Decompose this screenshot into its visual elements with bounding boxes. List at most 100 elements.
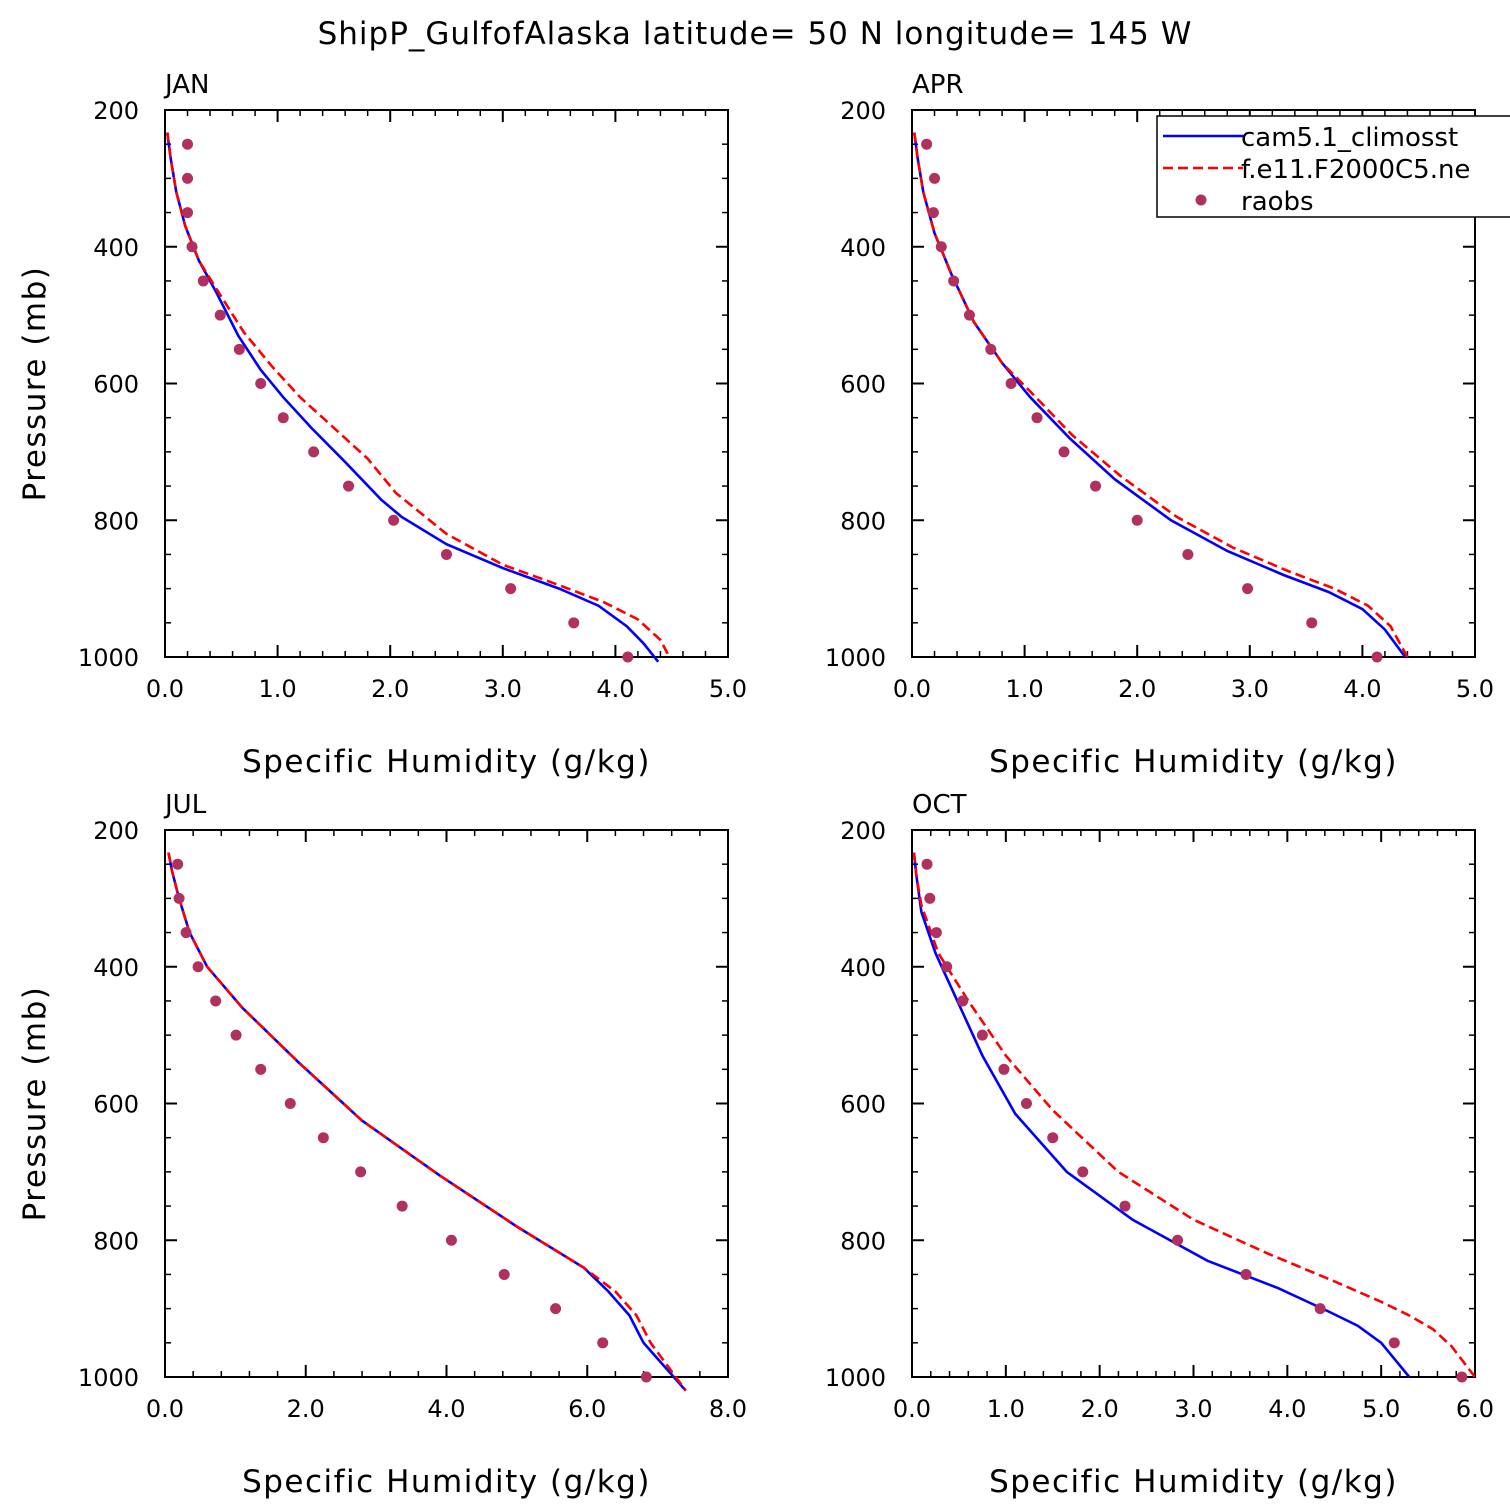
raobs-point [1182, 548, 1194, 560]
y-tick-label: 800 [93, 1227, 139, 1255]
raobs-point [1020, 1098, 1032, 1109]
model-line-dashed [166, 132, 671, 658]
x-tick-label: 0.0 [146, 675, 184, 703]
y-tick-label: 400 [93, 234, 139, 262]
raobs-point [1306, 617, 1318, 629]
panel-label: OCT [912, 790, 967, 820]
raobs-point [998, 1063, 1010, 1075]
raobs-point [1047, 1132, 1059, 1144]
raobs-point [255, 1063, 267, 1075]
raobs-point [498, 1268, 510, 1280]
y-tick-label: 1000 [78, 1364, 139, 1392]
raobs-point [957, 995, 969, 1007]
x-axis-label: Specific Humidity (g/kg) [242, 1464, 651, 1500]
x-tick-label: 3.0 [1231, 675, 1269, 703]
y-tick-label: 200 [840, 97, 886, 125]
raobs-point [172, 858, 184, 870]
y-tick-label: 400 [840, 234, 886, 262]
raobs-point [1058, 446, 1070, 458]
raobs-point [355, 1166, 367, 1178]
raobs-point [180, 927, 192, 939]
y-tick-label: 200 [93, 97, 139, 125]
raobs-point [277, 412, 289, 424]
x-tick-label: 4.0 [1343, 675, 1381, 703]
raobs-point [186, 241, 198, 253]
raobs-point [197, 275, 209, 287]
raobs-point [924, 892, 936, 904]
x-axis-label: Specific Humidity (g/kg) [989, 1464, 1398, 1500]
x-tick-label: 1.0 [987, 1395, 1025, 1423]
raobs-point [214, 309, 226, 321]
y-axis-label: Pressure (mb) [17, 986, 53, 1222]
model-line-solid [166, 132, 660, 663]
legend-label: raobs [1241, 187, 1314, 217]
model-line-solid [913, 132, 1407, 658]
y-tick-label: 1000 [825, 1364, 886, 1392]
raobs-point [445, 1234, 457, 1246]
y-tick-label: 1000 [825, 644, 886, 672]
x-tick-label: 4.0 [1268, 1395, 1306, 1423]
raobs-point [941, 961, 953, 973]
model-line-dashed [912, 852, 1475, 1378]
y-tick-label: 1000 [78, 644, 139, 672]
x-tick-label: 1.0 [1006, 675, 1044, 703]
raobs-point [1090, 480, 1102, 492]
raobs-point [505, 583, 517, 595]
y-tick-label: 400 [93, 954, 139, 982]
legend-marker [1195, 194, 1207, 206]
raobs-point [921, 138, 933, 150]
raobs-point [597, 1337, 609, 1349]
raobs-point [210, 995, 222, 1007]
x-tick-label: 4.0 [427, 1395, 465, 1423]
raobs-point [1242, 583, 1254, 595]
raobs-point [182, 138, 194, 150]
raobs-point [921, 858, 933, 870]
panel-apr: APR 0.0 1.0 2.0 3.0 4.0 5.0 200 400 600 800 1000 Spe… [825, 70, 1494, 780]
x-axis-label: Specific Humidity (g/kg) [242, 744, 651, 780]
raobs-point [308, 446, 320, 458]
y-axis-label: Pressure (mb) [17, 266, 53, 502]
raobs-point [1388, 1337, 1400, 1349]
raobs-point [948, 275, 960, 287]
panel-oct: OCT 0.0 1.0 2.0 3.0 4.0 5.0 6.0 200 400 600 800 1000… [825, 790, 1494, 1500]
x-tick-label: 2.0 [1118, 675, 1156, 703]
y-tick-label: 800 [840, 1227, 886, 1255]
raobs-point [1119, 1200, 1131, 1212]
y-tick-label: 600 [93, 371, 139, 399]
model-line-dashed [913, 132, 1409, 658]
raobs-point [622, 651, 634, 663]
raobs-point [441, 548, 452, 560]
y-tick-label: 600 [840, 1091, 886, 1119]
y-tick-label: 400 [840, 954, 886, 982]
legend-box [1156, 115, 1510, 218]
panels-group: JAN 0.0 1.0 2.0 3.0 4.0 5.0 200 400 600 800 1000 Spe… [17, 70, 1510, 1500]
raobs-point [568, 617, 580, 629]
raobs-point [343, 480, 355, 492]
x-tick-label: 6.0 [1456, 1395, 1494, 1423]
x-tick-label: 3.0 [1174, 1395, 1212, 1423]
raobs-point [1077, 1166, 1089, 1178]
legend-label: cam5.1_climosst [1241, 123, 1458, 153]
raobs-point [640, 1371, 652, 1383]
x-tick-label: 0.0 [893, 675, 931, 703]
raobs-point [233, 343, 245, 355]
raobs-point [230, 1029, 242, 1041]
x-tick-label: 6.0 [568, 1395, 606, 1423]
raobs-point [396, 1200, 408, 1212]
raobs-point [550, 1303, 562, 1315]
x-tick-label: 2.0 [1081, 1395, 1119, 1423]
raobs-point [388, 514, 400, 526]
y-tick-label: 600 [93, 1091, 139, 1119]
raobs-point [1371, 651, 1383, 663]
x-tick-label: 5.0 [709, 675, 747, 703]
raobs-point [182, 207, 194, 219]
x-tick-label: 8.0 [709, 1395, 747, 1423]
raobs-point [173, 892, 185, 904]
raobs-point [929, 172, 941, 184]
x-tick-label: 0.0 [146, 1395, 184, 1423]
y-tick-label: 200 [93, 817, 139, 845]
panel-label: APR [912, 70, 964, 100]
raobs-point [284, 1098, 296, 1109]
